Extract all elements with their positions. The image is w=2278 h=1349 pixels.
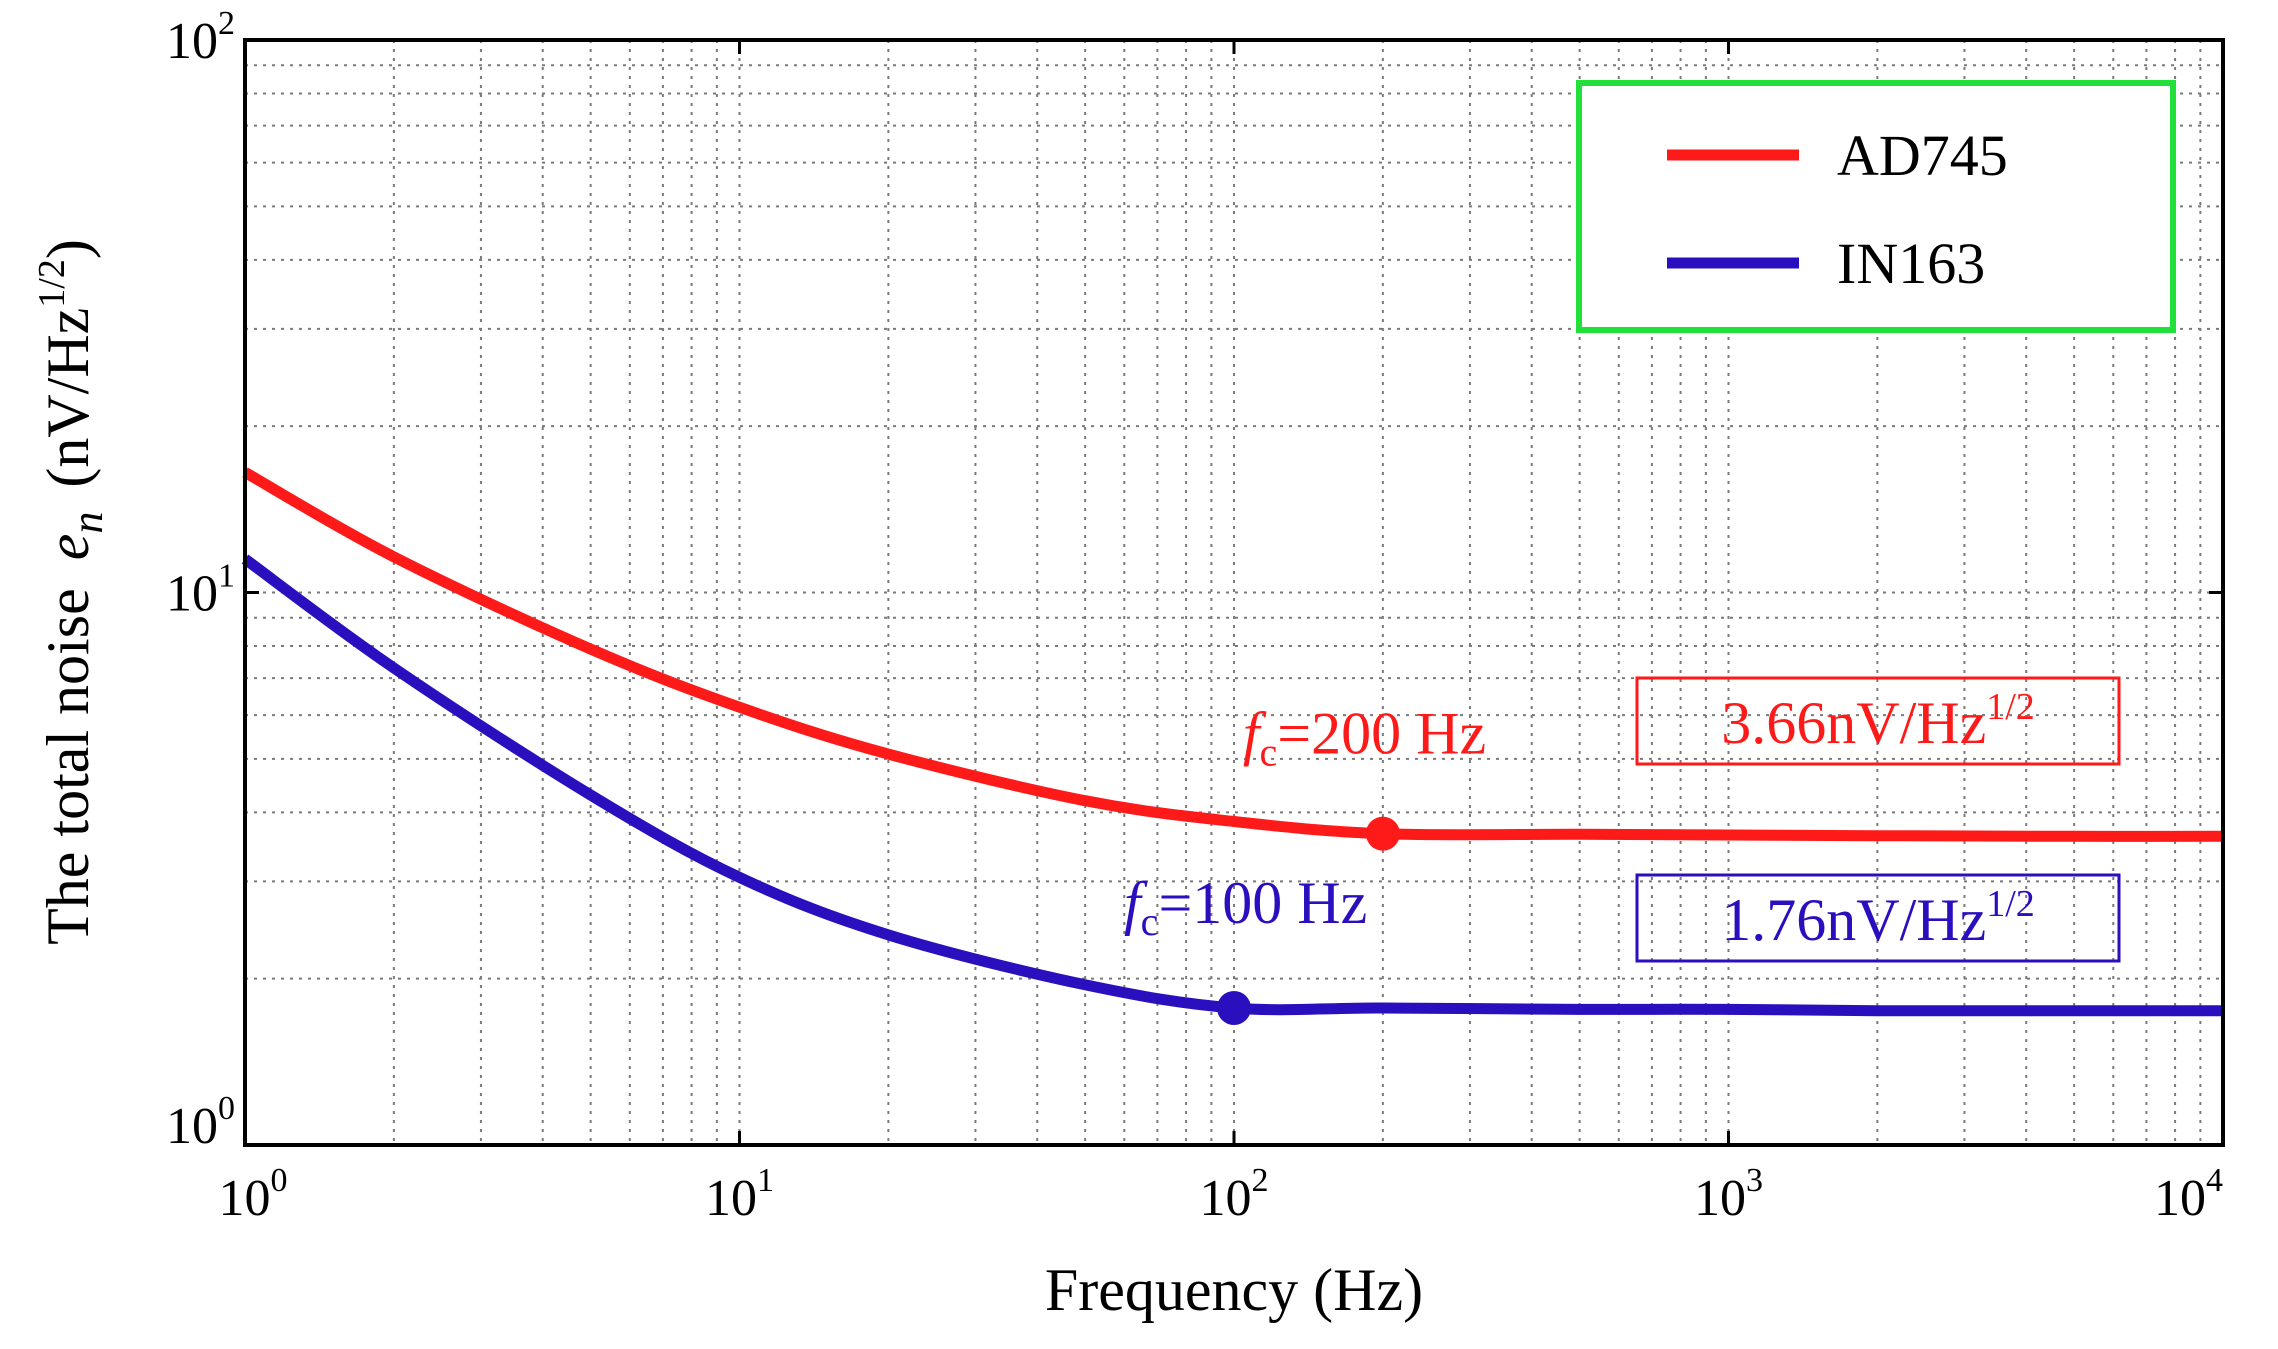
ad745-noise-floor-text: 3.66nV/Hz1/2 xyxy=(1721,686,2035,756)
y-tick-label-base: 10 xyxy=(166,566,218,623)
corner-marker-ad745 xyxy=(1365,816,1400,851)
x-tick-label-base: 10 xyxy=(1694,1170,1746,1227)
y-tick-label: 102 xyxy=(166,5,235,70)
ad745-corner-value: =200 Hz xyxy=(1277,701,1486,767)
ad745-noise-floor-exponent: 1/2 xyxy=(1986,686,2035,728)
x-tick-label-base: 10 xyxy=(219,1170,271,1227)
x-tick-label-base: 10 xyxy=(2154,1170,2206,1227)
y-axis-label-unit: (nV/Hz xyxy=(35,308,101,488)
x-tick-label-exponent: 0 xyxy=(271,1162,288,1199)
legend-label-ad745: AD745 xyxy=(1837,123,2008,188)
ad745-corner-label: fc=200 Hz xyxy=(1243,701,1486,775)
corner-marker-in163 xyxy=(1217,990,1251,1025)
y-tick-label-base: 10 xyxy=(166,13,218,70)
in163-corner-label: fc=100 Hz xyxy=(1124,870,1367,944)
x-tick-label-exponent: 2 xyxy=(1252,1162,1269,1199)
x-tick-label: 101 xyxy=(705,1162,774,1227)
in163-corner-value: =100 Hz xyxy=(1158,870,1367,936)
y-axis-label: The total noise en (nV/Hz1/2) xyxy=(31,239,112,945)
in163-noise-floor-text: 1.76nV/Hz1/2 xyxy=(1721,883,2035,953)
ad745-noise-floor-value: 3.66nV/Hz xyxy=(1721,690,1986,756)
y-tick-label-base: 10 xyxy=(166,1098,218,1155)
in163-corner-subscript: c xyxy=(1141,899,1159,944)
series-line-ad745 xyxy=(242,467,2224,842)
x-tick-label-exponent: 4 xyxy=(2206,1162,2223,1199)
x-tick-label-exponent: 3 xyxy=(1746,1162,1763,1199)
y-axis-label-subscript: n xyxy=(63,512,112,534)
series-layer xyxy=(241,467,2224,1025)
y-tick-label-exponent: 1 xyxy=(218,558,235,595)
ad745-corner-subscript: c xyxy=(1260,730,1278,775)
y-axis-label-symbol: e xyxy=(35,534,101,561)
x-tick-label-exponent: 1 xyxy=(757,1162,774,1199)
y-tick-label-exponent: 0 xyxy=(218,1090,235,1127)
in163-noise-floor-exponent: 1/2 xyxy=(1986,883,2035,925)
legend-box xyxy=(1576,80,2176,333)
x-tick-label-base: 10 xyxy=(705,1170,757,1227)
y-axis-label-prefix: The total noise xyxy=(35,588,101,945)
legend-label-in163: IN163 xyxy=(1837,231,1985,296)
x-axis-label: Frequency (Hz) xyxy=(1045,1257,1423,1323)
legend: AD745 IN163 xyxy=(1576,80,2176,333)
x-tick-label: 102 xyxy=(1200,1162,1269,1227)
x-tick-label: 100 xyxy=(219,1162,288,1227)
y-axis-label-unit-exponent: 1/2 xyxy=(31,259,73,308)
x-tick-label: 104 xyxy=(2154,1162,2223,1227)
x-tick-label: 103 xyxy=(1694,1162,1763,1227)
y-tick-label-exponent: 2 xyxy=(218,5,235,42)
y-tick-label: 101 xyxy=(166,558,235,623)
ad745-noise-floor-box xyxy=(1635,676,2121,766)
y-tick-label: 100 xyxy=(166,1090,235,1155)
y-axis-label-unit-close: ) xyxy=(35,239,101,259)
in163-noise-floor-box xyxy=(1635,873,2121,963)
x-tick-label-base: 10 xyxy=(1200,1170,1252,1227)
in163-noise-floor-value: 1.76nV/Hz xyxy=(1721,887,1986,953)
